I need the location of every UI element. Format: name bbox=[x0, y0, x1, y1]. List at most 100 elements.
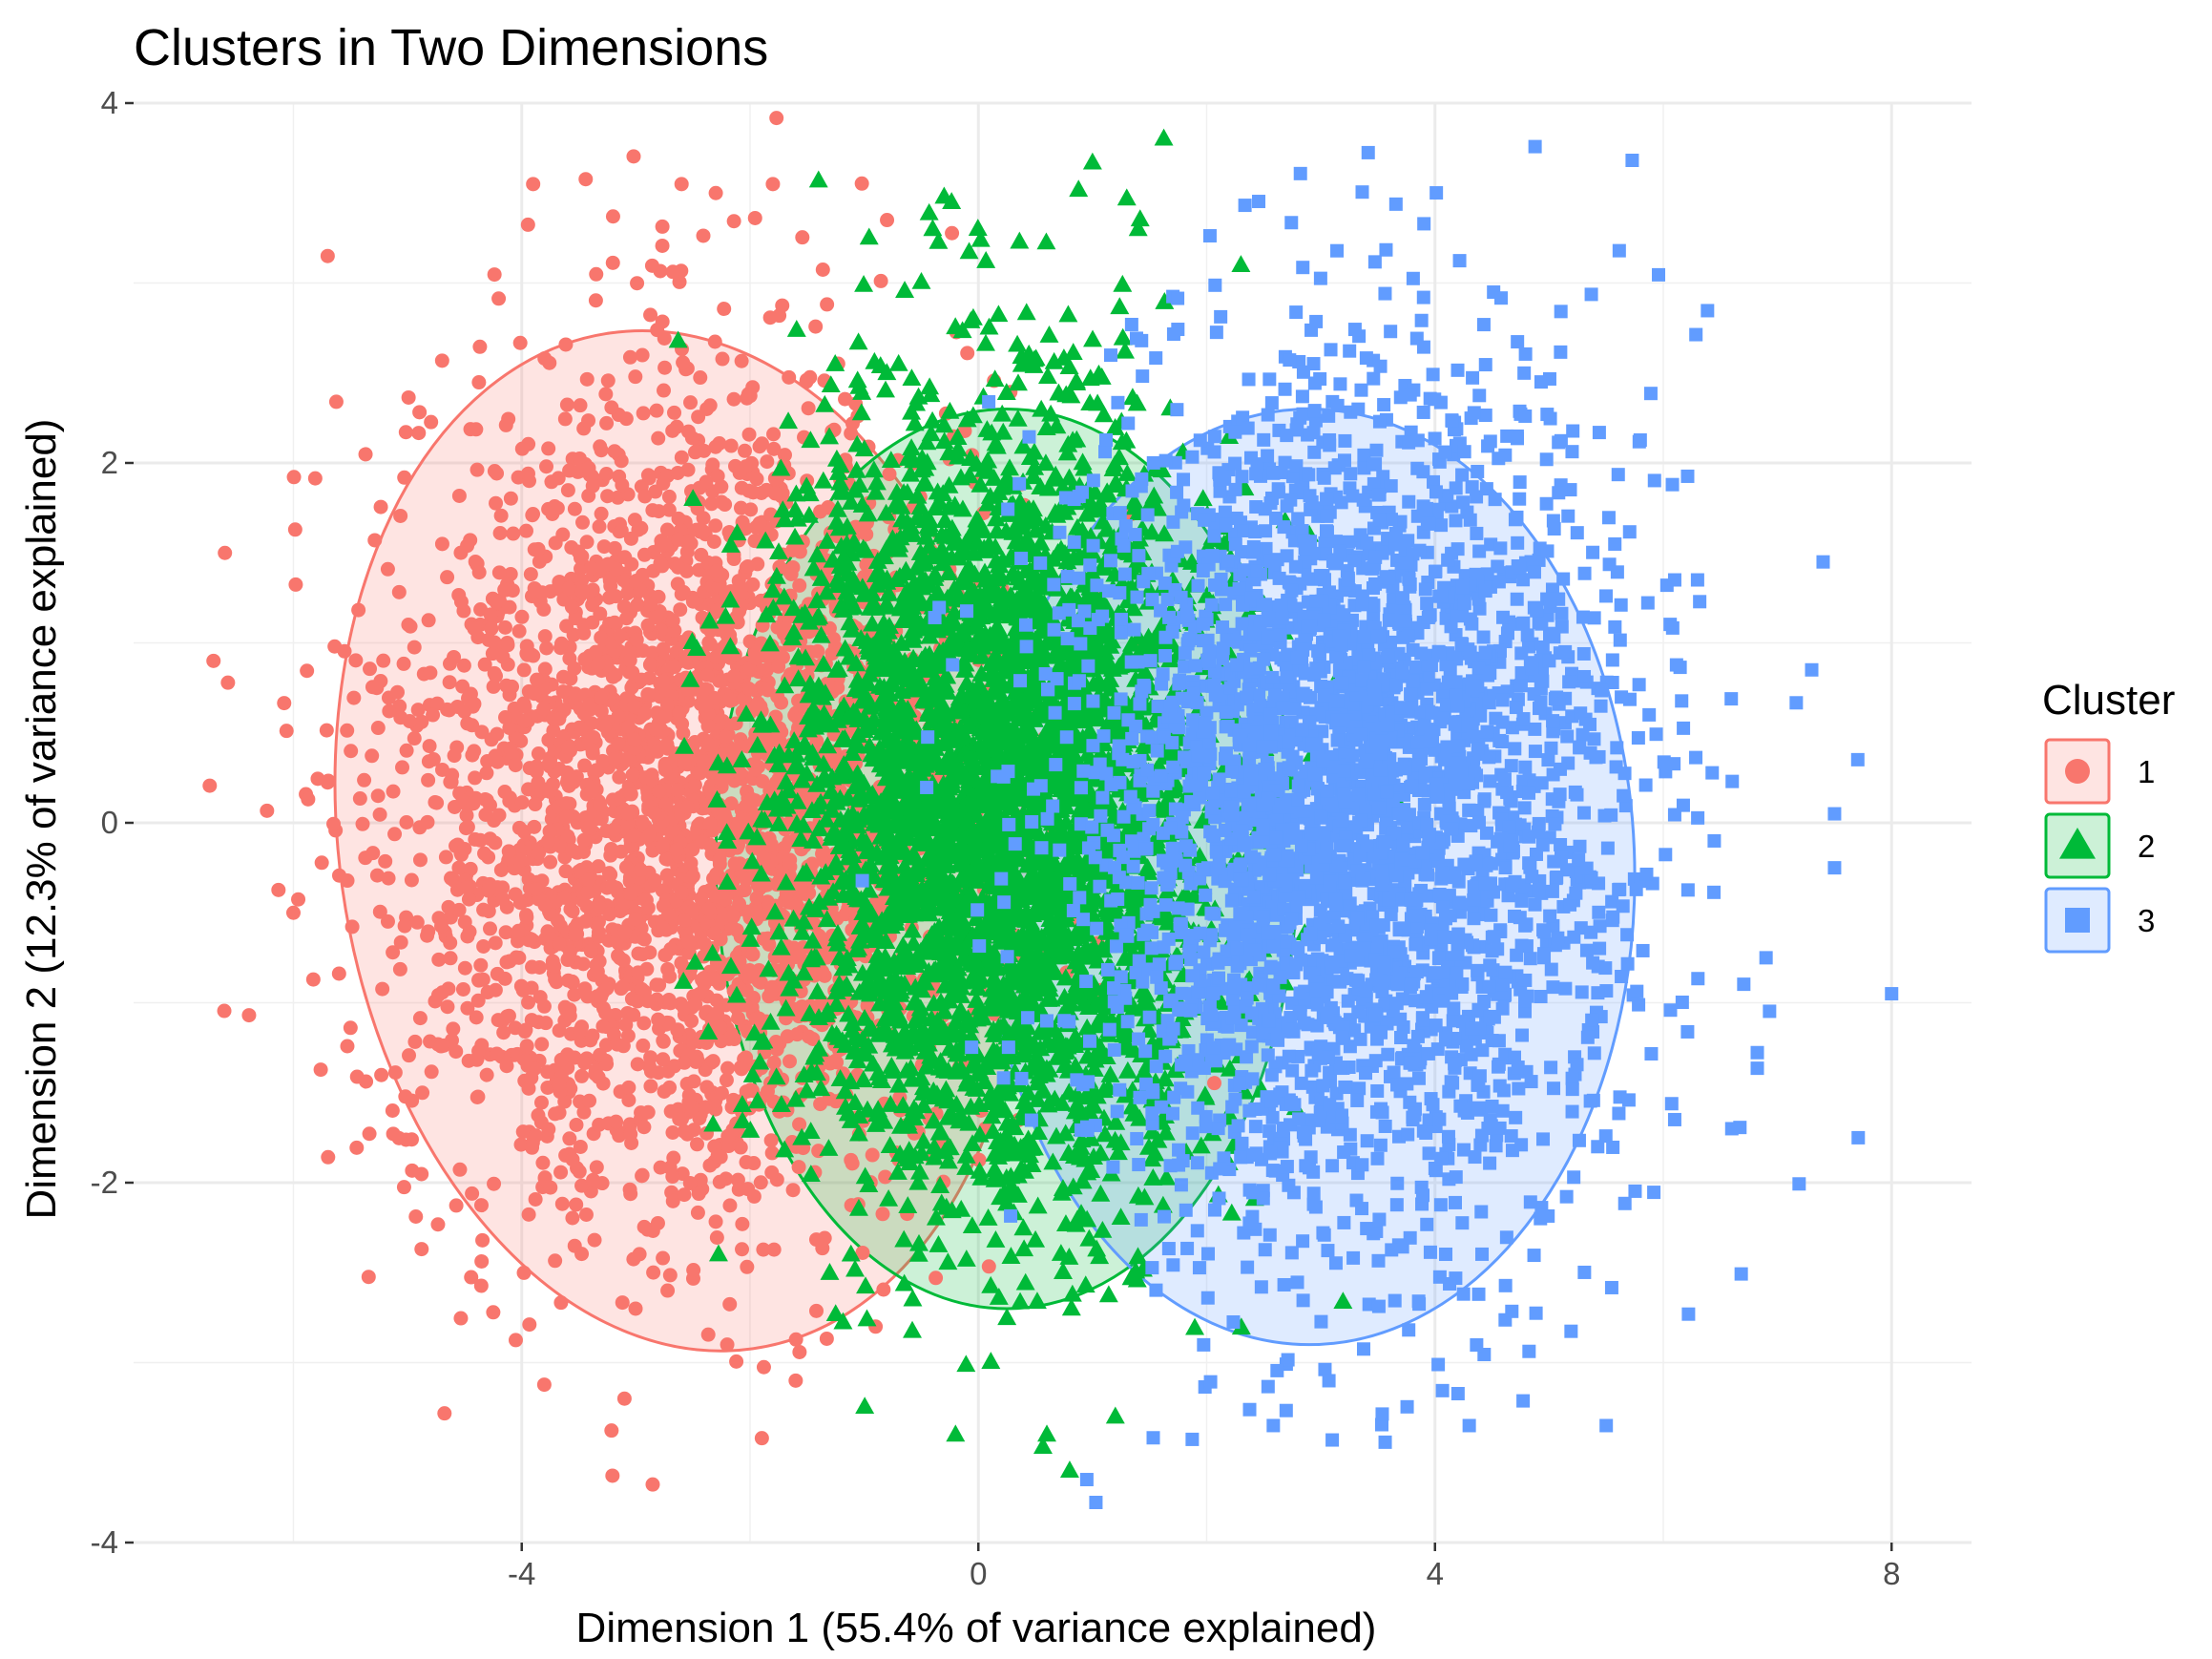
cluster-1-point bbox=[505, 583, 520, 598]
cluster-1-point bbox=[421, 613, 436, 628]
cluster-1-point bbox=[690, 1137, 705, 1152]
cluster-1-point bbox=[699, 667, 715, 682]
cluster-1-point bbox=[443, 774, 458, 789]
cluster-1-point bbox=[710, 1148, 725, 1164]
cluster-1-point bbox=[440, 570, 455, 585]
cluster-1-point bbox=[602, 590, 617, 605]
cluster-1-point bbox=[681, 1087, 697, 1102]
cluster-1-point bbox=[449, 1044, 464, 1060]
cluster-1-point bbox=[541, 441, 556, 456]
cluster-1-point bbox=[760, 1083, 775, 1099]
cluster-1-point bbox=[720, 1060, 736, 1076]
cluster-1-point bbox=[731, 1011, 746, 1026]
cluster-1-outlier-point bbox=[616, 1391, 632, 1406]
cluster-1-point bbox=[429, 696, 445, 711]
cluster-1-point bbox=[470, 462, 485, 477]
cluster-1-point bbox=[665, 1124, 680, 1140]
cluster-1-point bbox=[635, 1167, 650, 1183]
cluster-1-point bbox=[363, 662, 378, 677]
cluster-1-point bbox=[619, 611, 635, 626]
cluster-1-point bbox=[630, 597, 645, 612]
cluster-1-point bbox=[731, 1182, 746, 1197]
cluster-1-point bbox=[589, 266, 604, 282]
cluster-1-point bbox=[714, 1034, 729, 1049]
cluster-1-point bbox=[438, 850, 453, 865]
cluster-1-point bbox=[675, 1111, 690, 1126]
cluster-1-point bbox=[710, 602, 725, 618]
cluster-1-point bbox=[617, 925, 633, 940]
cluster-1-point bbox=[349, 1069, 365, 1084]
cluster-1-point bbox=[522, 1317, 537, 1333]
cluster-1-point bbox=[466, 796, 481, 811]
cluster-1-point bbox=[734, 1061, 749, 1077]
cluster-1-point bbox=[399, 815, 414, 830]
cluster-1-point bbox=[723, 796, 739, 811]
cluster-1-point bbox=[597, 719, 613, 734]
cluster-1-point bbox=[455, 981, 470, 997]
cluster-1-point bbox=[550, 500, 565, 515]
cluster-1-point bbox=[511, 923, 526, 938]
cluster-1-point bbox=[552, 1077, 567, 1092]
cluster-1-point bbox=[648, 722, 663, 737]
cluster-1-point bbox=[508, 1333, 523, 1348]
cluster-1-point bbox=[517, 699, 532, 714]
cluster-1-point bbox=[552, 936, 567, 952]
cluster-1-point bbox=[793, 880, 808, 895]
cluster-1-point bbox=[547, 958, 562, 974]
cluster-1-point bbox=[657, 763, 673, 778]
cluster-1-point bbox=[286, 470, 302, 485]
cluster-1-point bbox=[424, 414, 439, 430]
cluster-1-point bbox=[693, 370, 708, 386]
cluster-1-point bbox=[558, 337, 574, 352]
cluster-1-point bbox=[681, 945, 697, 960]
cluster-1-point bbox=[698, 682, 713, 697]
cluster-1-point bbox=[528, 797, 543, 812]
cluster-1-point bbox=[671, 559, 686, 575]
cluster-1-point bbox=[618, 1018, 634, 1033]
cluster-1-point bbox=[569, 1197, 584, 1212]
cluster-1-point bbox=[271, 882, 286, 897]
cluster-1-point bbox=[531, 541, 546, 556]
cluster-1-point bbox=[389, 684, 405, 700]
cluster-1-point bbox=[569, 1117, 584, 1132]
cluster-1-point bbox=[380, 914, 395, 929]
cluster-1-point bbox=[635, 814, 650, 830]
cluster-1-point bbox=[349, 1140, 365, 1155]
cluster-1-point bbox=[470, 1052, 485, 1067]
cluster-1-outlier-point bbox=[526, 177, 541, 192]
cluster-1-point bbox=[860, 998, 875, 1014]
cluster-1-point bbox=[451, 860, 467, 875]
cluster-1-point bbox=[464, 1270, 479, 1285]
cluster-1-point bbox=[579, 371, 595, 387]
cluster-1-point bbox=[713, 905, 728, 920]
cluster-1-point bbox=[381, 871, 396, 886]
cluster-1-point bbox=[636, 932, 652, 947]
cluster-1-point bbox=[598, 387, 614, 402]
cluster-1-point bbox=[712, 852, 727, 868]
cluster-1-point bbox=[567, 661, 582, 676]
cluster-1-point bbox=[577, 652, 593, 667]
cluster-1-point bbox=[559, 809, 574, 825]
cluster-1-point bbox=[405, 1163, 420, 1178]
cluster-1-outlier-point bbox=[720, 1337, 735, 1353]
cluster-1-point bbox=[475, 972, 490, 987]
cluster-1-point bbox=[636, 1016, 652, 1031]
cluster-1-point bbox=[487, 267, 502, 283]
cluster-1-point bbox=[733, 1140, 748, 1155]
cluster-1-point bbox=[622, 653, 637, 668]
cluster-1-point bbox=[415, 1085, 430, 1101]
cluster-1-point bbox=[685, 869, 700, 884]
cluster-1-point bbox=[824, 646, 840, 662]
cluster-1-point bbox=[488, 982, 503, 998]
cluster-1-point bbox=[766, 1055, 782, 1070]
cluster-1-point bbox=[352, 791, 367, 807]
cluster-1-point bbox=[645, 1477, 660, 1492]
cluster-1-point bbox=[421, 754, 436, 769]
cluster-1-point bbox=[741, 559, 756, 575]
cluster-1-point bbox=[402, 1048, 417, 1063]
cluster-1-point bbox=[518, 1053, 533, 1068]
cluster-1-point bbox=[619, 751, 635, 766]
cluster-1-point bbox=[728, 999, 743, 1015]
chart-title: Clusters in Two Dimensions bbox=[134, 19, 768, 76]
cluster-1-point bbox=[469, 422, 484, 437]
